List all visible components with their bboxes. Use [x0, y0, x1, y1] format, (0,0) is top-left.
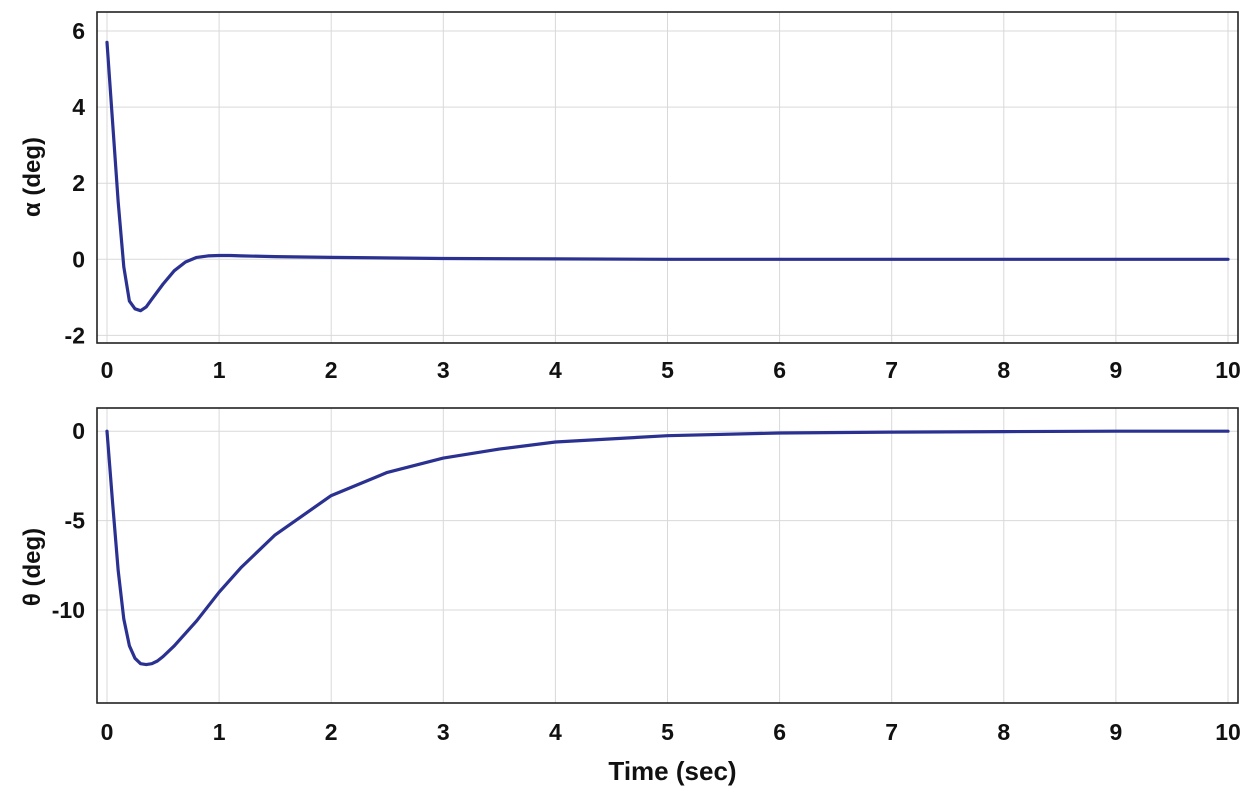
- x-tick-label: 7: [885, 357, 898, 383]
- alpha-panel: 0 1 2 3 4 5 6 7 8 9 10 -2 0 2 4 6 α (deg): [19, 11, 1241, 383]
- y-axis-label: θ (deg): [19, 528, 46, 606]
- x-tick-label: 2: [325, 357, 338, 383]
- x-tick-label: 0: [101, 357, 114, 383]
- x-tick-label: 10: [1215, 719, 1241, 745]
- y-tick-label: 4: [72, 94, 85, 120]
- x-tick-label: 1: [213, 719, 226, 745]
- x-tick-label: 8: [997, 357, 1010, 383]
- x-tick-label: 1: [213, 357, 226, 383]
- y-tick-label: -5: [65, 508, 86, 534]
- x-tick-label: 7: [885, 719, 898, 745]
- x-axis-label: Time (sec): [608, 756, 736, 786]
- y-tick-label: -2: [65, 322, 85, 348]
- x-tick-label: 6: [773, 357, 786, 383]
- x-tick-label: 8: [997, 719, 1010, 745]
- theta-panel: 0 1 2 3 4 5 6 7 8 9 10 0 -5 -10θ (deg) Time (sec): [19, 407, 1241, 786]
- axes-frame: [96, 407, 1239, 704]
- x-tick-label: 9: [1110, 357, 1123, 383]
- y-tick-label: 0: [72, 418, 85, 444]
- x-tick-label: 5: [661, 357, 674, 383]
- series-line: [105, 429, 1230, 667]
- y-tick-label: 2: [72, 170, 85, 196]
- x-tick-label: 5: [661, 719, 674, 745]
- x-tick-label: 9: [1110, 719, 1123, 745]
- x-tick-label: 3: [437, 719, 450, 745]
- x-tick-label: 6: [773, 719, 786, 745]
- x-tick-label: 2: [325, 719, 338, 745]
- x-tick-label: 10: [1215, 357, 1241, 383]
- x-tick-label: 0: [101, 719, 114, 745]
- axes-frame: [96, 11, 1239, 344]
- series-line: [105, 40, 1230, 313]
- y-tick-label: 0: [72, 246, 85, 272]
- y-axis-label: α (deg): [19, 137, 46, 217]
- x-tick-label: 3: [437, 357, 450, 383]
- y-tick-label: 6: [72, 18, 85, 44]
- y-tick-label: -10: [52, 597, 85, 623]
- x-tick-label: 4: [549, 719, 562, 745]
- x-tick-label: 4: [549, 357, 562, 383]
